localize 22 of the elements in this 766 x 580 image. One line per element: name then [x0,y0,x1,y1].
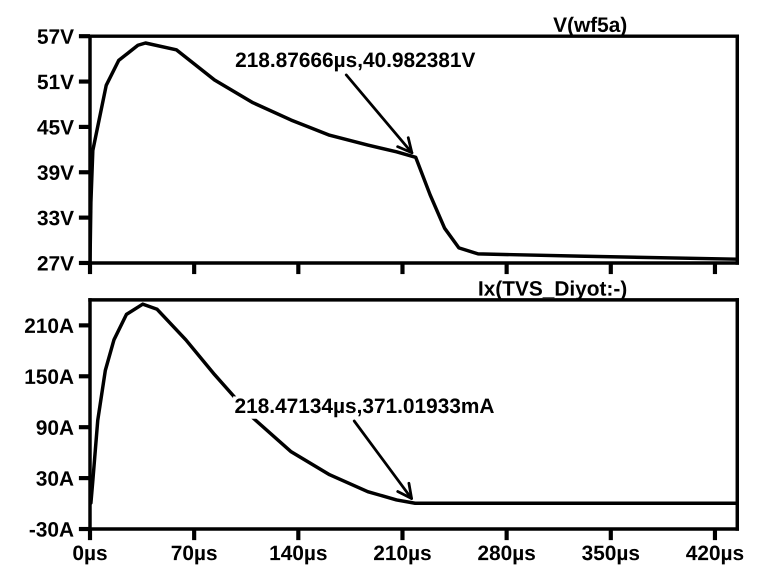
y-tick-label: 27V [38,256,74,271]
annotation: 218.87666µs,40.982381V [236,52,476,72]
x-tick-label: 280µs [478,546,535,564]
y-tick-label: 51V [38,74,74,90]
y-tick-label: 90A [36,420,74,435]
x-tick-label: 140µs [270,546,327,564]
x-tick-label: 70µs [172,546,217,564]
x-tick-label: 210µs [374,546,431,564]
x-tick-label: 350µs [582,546,640,564]
annotation: 218.47134µs,371.01933mA [235,398,494,418]
y-tick-label: 210A [24,318,74,334]
y-tick-label: 150A [26,369,74,384]
x-tick-label: 420µs [686,546,744,564]
y-tick-label: 39V [37,165,74,180]
y-tick-label: -30A [30,522,74,537]
y-tick-label: 30A [36,471,74,486]
x-tick-label: 0µs [73,546,107,564]
chart-title: V(wf5a) [553,16,626,36]
chart-title: Ix(TVS_Diyot:-) [479,280,626,300]
y-tick-label: 45V [37,120,74,135]
y-tick-label: 57V [38,29,74,44]
y-tick-label: 33V [37,210,74,226]
